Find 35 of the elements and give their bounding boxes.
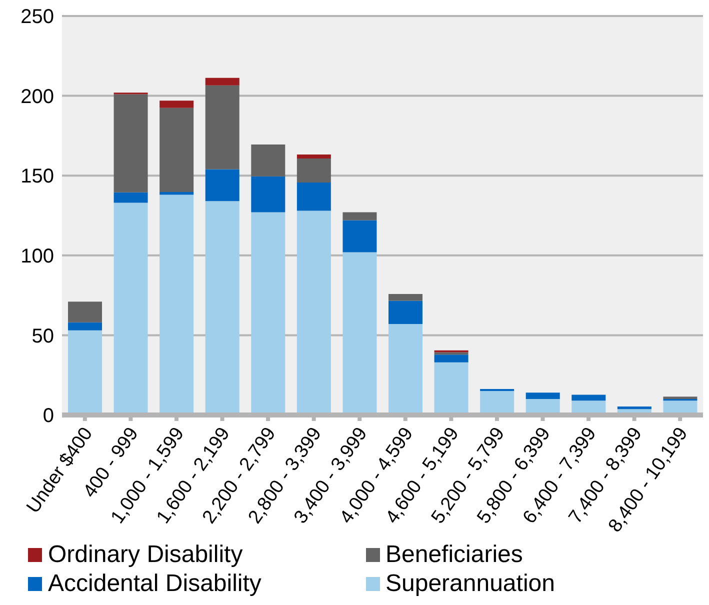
bar (114, 192, 148, 203)
y-tick-label: 200 (20, 86, 54, 108)
bar (68, 322, 102, 330)
bar (342, 220, 377, 252)
bar (160, 100, 194, 108)
bar (617, 406, 652, 410)
y-tick-label: 0 (42, 405, 54, 428)
bar (526, 392, 560, 400)
bar (480, 388, 514, 392)
y-tick-label: 100 (20, 246, 54, 268)
bar (160, 192, 194, 195)
legend-label: Ordinary Disability (48, 540, 243, 569)
bar (205, 78, 240, 86)
legend-label: Superannuation (386, 569, 555, 598)
bar (205, 169, 240, 202)
y-tick-label: 150 (20, 166, 54, 188)
bar (388, 300, 422, 324)
bar (205, 85, 240, 170)
bar (572, 394, 606, 401)
bar (342, 212, 377, 220)
bar (251, 144, 286, 176)
bar (388, 294, 422, 301)
bar (296, 158, 331, 182)
y-tick-label: 50 (32, 325, 54, 348)
bar (434, 354, 468, 362)
bar (68, 302, 102, 322)
bar (296, 154, 331, 159)
bar (114, 94, 148, 192)
bar (296, 182, 331, 211)
bar (663, 396, 698, 400)
y-tick-label: 250 (20, 6, 54, 28)
bar (160, 108, 194, 192)
legend-label: Beneficiaries (386, 540, 523, 569)
legend-label: Accidental Disability (48, 569, 262, 598)
bar (251, 176, 286, 212)
